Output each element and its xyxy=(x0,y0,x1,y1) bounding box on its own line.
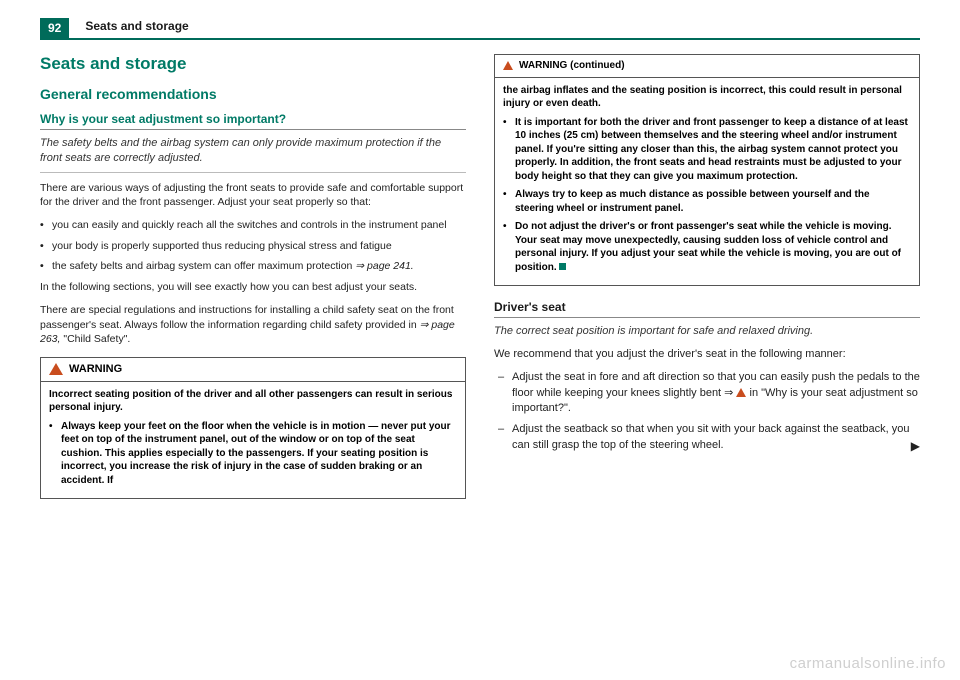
warning-icon xyxy=(736,388,746,397)
warning-box-continued: WARNING (continued) the airbag inflates … xyxy=(494,54,920,286)
list-item: your body is properly supported thus red… xyxy=(40,239,466,254)
warning-cont-title: WARNING (continued) xyxy=(519,59,625,73)
warning-body: the airbag inflates and the seating posi… xyxy=(495,78,919,286)
dash-item: Adjust the seatback so that when you sit… xyxy=(494,422,920,453)
topic-heading: Why is your seat adjustment so important… xyxy=(40,112,466,130)
left-column: Seats and storage General recommendation… xyxy=(40,54,466,499)
body-span: "Child Safety". xyxy=(60,333,130,345)
right-column: WARNING (continued) the airbag inflates … xyxy=(494,54,920,499)
warning-title: WARNING xyxy=(69,362,122,377)
warning-bullet: Do not adjust the driver's or front pass… xyxy=(503,220,911,274)
continue-arrow-icon: ▶ xyxy=(911,438,920,455)
warning-body: Incorrect seating position of the driver… xyxy=(41,382,465,499)
warning-header-cont: WARNING (continued) xyxy=(495,55,919,78)
body-text: In the following sections, you will see … xyxy=(40,280,466,295)
warning-box: WARNING Incorrect seating position of th… xyxy=(40,357,466,499)
section-title: Seats and storage xyxy=(40,54,466,74)
warning-bullet: Always try to keep as much distance as p… xyxy=(503,188,911,215)
warning-header: WARNING xyxy=(41,358,465,382)
list-text: the safety belts and airbag system can o… xyxy=(52,260,355,272)
body-text: There are various ways of adjusting the … xyxy=(40,181,466,210)
intro-text: The safety belts and the airbag system c… xyxy=(40,136,466,173)
warning-text: Do not adjust the driver's or front pass… xyxy=(515,221,901,273)
dash-item: Adjust the seat in fore and aft directio… xyxy=(494,370,920,416)
warning-text: the airbag inflates and the seating posi… xyxy=(503,84,911,111)
page-header: 92 Seats and storage xyxy=(40,18,920,40)
header-title: Seats and storage xyxy=(85,19,188,37)
warning-icon xyxy=(503,61,513,70)
end-square-icon xyxy=(559,263,566,270)
dash-text: Adjust the seatback so that when you sit… xyxy=(512,423,909,450)
watermark: carmanualsonline.info xyxy=(790,655,946,672)
list-item: you can easily and quickly reach all the… xyxy=(40,218,466,233)
topic-heading-2: Driver's seat xyxy=(494,300,920,318)
page-ref: ⇒ page 241. xyxy=(355,260,413,272)
body-text: There are special regulations and instru… xyxy=(40,303,466,347)
warning-text: Incorrect seating position of the driver… xyxy=(49,388,457,415)
warning-bullet: It is important for both the driver and … xyxy=(503,116,911,184)
list-item: the safety belts and airbag system can o… xyxy=(40,259,466,274)
subsection-title: General recommendations xyxy=(40,86,466,102)
page-number: 92 xyxy=(40,18,69,38)
body-text: We recommend that you adjust the driver'… xyxy=(494,347,920,362)
manual-page: 92 Seats and storage Seats and storage G… xyxy=(0,0,960,680)
body-span: There are special regulations and instru… xyxy=(40,304,454,331)
content-columns: Seats and storage General recommendation… xyxy=(40,54,920,499)
warning-bullet: Always keep your feet on the floor when … xyxy=(49,420,457,488)
warning-icon xyxy=(49,363,63,375)
intro-text-2: The correct seat position is important f… xyxy=(494,324,920,339)
spacer xyxy=(494,286,920,300)
